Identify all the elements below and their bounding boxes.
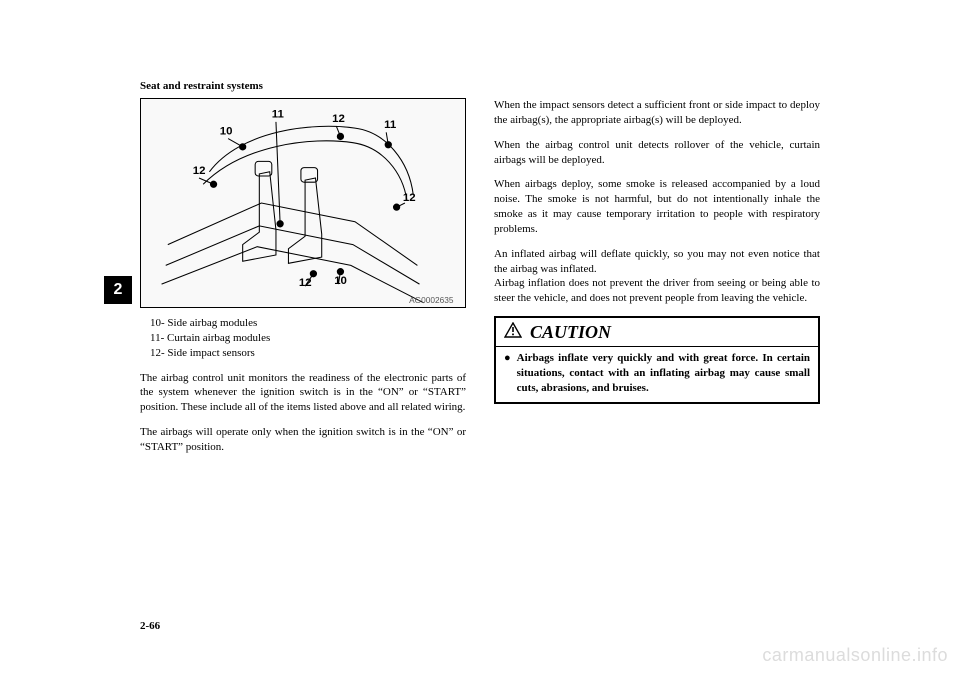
caution-header: CAUTION [496,318,818,347]
page-number: 2-66 [140,620,160,632]
left-column: 11 10 12 12 11 12 12 10 AG0002635 10- Si… [140,98,466,465]
left-para-2: The airbags will operate only when the i… [140,425,466,455]
label-12a: 12 [193,165,206,177]
watermark: carmanualsonline.info [762,645,948,666]
label-11b: 11 [384,119,397,131]
diagram-code: AG0002635 [409,295,454,305]
section-tab: 2 [104,276,132,304]
warning-icon [504,320,522,344]
right-column: When the impact sensors detect a suffici… [494,98,820,465]
legend-10: 10- Side airbag modules [150,316,466,331]
left-para-1: The airbag control unit monitors the rea… [140,371,466,416]
content-columns: 11 10 12 12 11 12 12 10 AG0002635 10- Si… [140,98,820,465]
label-10a: 10 [220,125,233,137]
caution-box: CAUTION ● Airbags inflate very quickly a… [494,316,820,404]
diagram-legend: 10- Side airbag modules 11- Curtain airb… [140,316,466,361]
right-para-1: When the impact sensors detect a suffici… [494,98,820,128]
label-12d: 12 [299,277,312,289]
legend-11: 11- Curtain airbag modules [150,331,466,346]
right-para-5: Airbag inflation does not prevent the dr… [494,276,820,306]
label-12c: 12 [403,192,416,204]
manual-page: 2 Seat and restraint systems [0,0,960,678]
caution-text: Airbags inflate very quickly and with gr… [517,351,810,396]
label-10b: 10 [334,275,347,287]
label-12b: 12 [332,113,345,125]
bullet-icon: ● [504,351,511,396]
right-para-4: An inflated airbag will deflate quickly,… [494,247,820,277]
label-11a: 11 [272,109,285,121]
caution-body: ● Airbags inflate very quickly and with … [496,347,818,402]
airbag-diagram: 11 10 12 12 11 12 12 10 AG0002635 [140,98,466,308]
right-para-3: When airbags deploy, some smoke is relea… [494,177,820,236]
right-para-2: When the airbag control unit detects rol… [494,138,820,168]
caution-title: CAUTION [530,320,611,344]
page-header: Seat and restraint systems [140,80,820,92]
legend-12: 12- Side impact sensors [150,346,466,361]
